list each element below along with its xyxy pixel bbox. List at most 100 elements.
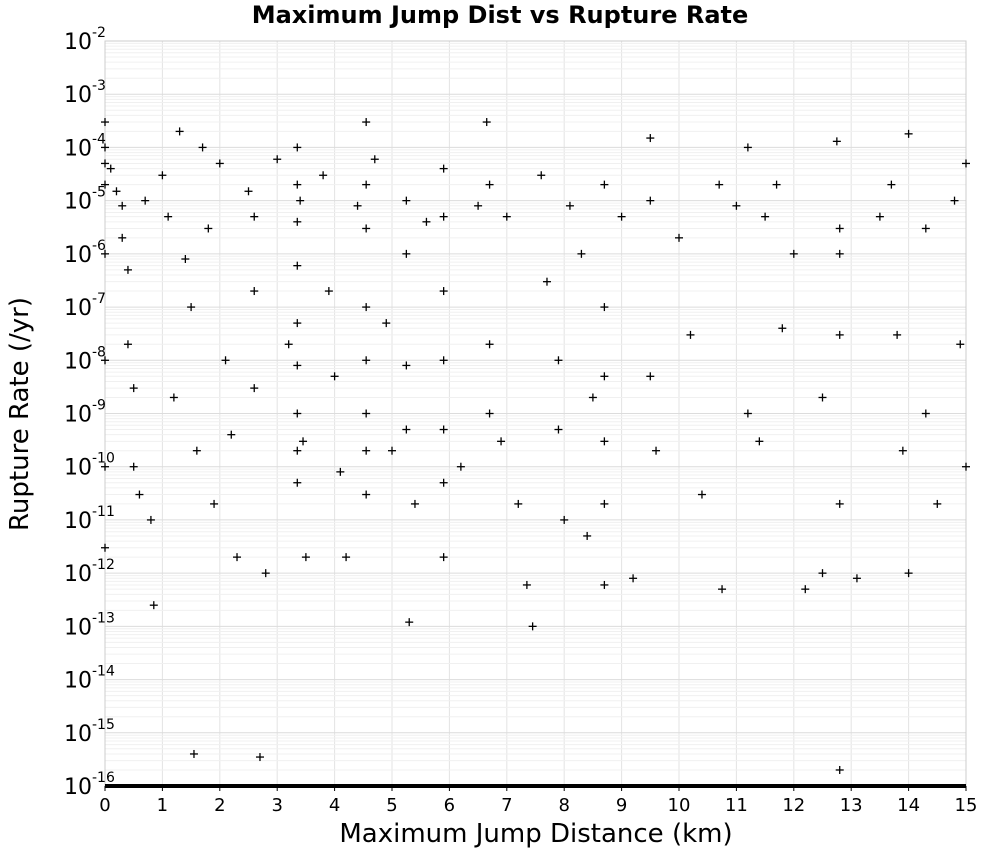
data-point	[514, 499, 523, 508]
data-point	[835, 330, 844, 339]
data-point	[732, 201, 741, 210]
y-tick-exponent: -3	[92, 78, 106, 94]
y-tick-label: 10	[64, 190, 92, 215]
data-point	[560, 515, 569, 524]
data-point	[439, 425, 448, 434]
data-point	[129, 384, 138, 393]
x-tick-label: 1	[157, 795, 168, 816]
y-tick-exponent: -5	[92, 185, 106, 201]
y-tick-label: 10	[64, 722, 92, 747]
y-tick-exponent: -9	[92, 398, 106, 414]
data-point	[112, 187, 121, 196]
bottom-floor-band	[105, 784, 966, 788]
data-point	[255, 753, 264, 762]
data-point	[250, 384, 259, 393]
y-tick-exponent: -13	[92, 610, 115, 626]
data-point	[362, 356, 371, 365]
x-tick-label: 9	[616, 795, 627, 816]
y-tick-label: 10	[64, 136, 92, 161]
data-point	[921, 409, 930, 418]
x-tick-label: 10	[668, 795, 691, 816]
data-point	[293, 409, 302, 418]
data-point	[175, 127, 184, 136]
data-point	[789, 249, 798, 258]
data-point	[718, 585, 727, 594]
y-tick-label: 10	[64, 562, 92, 587]
data-point	[353, 201, 362, 210]
y-tick-label: 10	[64, 403, 92, 428]
y-tick-exponent: -7	[92, 291, 106, 307]
data-point	[370, 155, 379, 164]
x-tick-label: 13	[840, 795, 863, 816]
x-tick-label: 4	[329, 795, 340, 816]
data-point	[402, 249, 411, 258]
data-point	[528, 622, 537, 631]
data-point	[187, 303, 196, 312]
data-point	[227, 430, 236, 439]
data-point	[652, 446, 661, 455]
data-point	[101, 249, 109, 258]
data-point	[600, 499, 609, 508]
x-tick-label: 7	[501, 795, 512, 816]
y-tick-label: 10	[64, 509, 92, 534]
x-tick-label: 15	[955, 795, 978, 816]
data-point	[135, 490, 144, 499]
x-tick-label: 12	[782, 795, 805, 816]
data-point	[101, 118, 109, 127]
data-point	[402, 196, 411, 205]
data-point	[956, 340, 965, 349]
y-tick-exponent: -10	[92, 451, 115, 467]
data-point	[382, 319, 391, 328]
data-point	[233, 553, 242, 562]
data-point	[818, 393, 827, 402]
data-point	[778, 324, 787, 333]
data-point	[146, 515, 155, 524]
data-point	[755, 437, 764, 446]
y-tick-exponent: -2	[92, 25, 106, 41]
data-point	[342, 553, 351, 562]
data-point	[362, 118, 371, 127]
data-point	[962, 159, 970, 168]
y-tick-label: 10	[64, 456, 92, 481]
y-axis-ticks: 10-210-310-410-510-610-710-810-910 -1010-…	[64, 25, 115, 800]
data-point	[675, 233, 683, 242]
data-point	[835, 499, 844, 508]
data-point	[583, 531, 592, 540]
data-point	[123, 265, 132, 274]
y-tick-exponent: -8	[92, 344, 106, 360]
data-point	[801, 585, 810, 594]
data-point	[296, 196, 305, 205]
x-tick-label: 11	[725, 795, 748, 816]
data-point	[362, 409, 371, 418]
y-tick-label: 10	[64, 30, 92, 55]
data-point	[835, 249, 844, 258]
data-point	[537, 171, 546, 180]
data-point	[646, 196, 655, 205]
data-point	[772, 180, 781, 189]
data-point	[299, 437, 308, 446]
data-point	[600, 303, 609, 312]
data-point	[542, 277, 551, 286]
data-point	[697, 490, 706, 499]
data-point	[950, 196, 959, 205]
data-point	[439, 212, 448, 221]
data-point	[554, 356, 563, 365]
data-point	[250, 212, 259, 221]
data-point	[743, 409, 752, 418]
data-point	[405, 618, 414, 627]
y-tick-label: 10	[64, 349, 92, 374]
data-point	[198, 143, 207, 152]
data-point	[362, 224, 371, 233]
data-point	[181, 255, 190, 264]
x-tick-label: 8	[558, 795, 569, 816]
data-point	[101, 356, 109, 365]
chart-title: Maximum Jump Dist vs Rupture Rate	[252, 1, 749, 29]
data-point	[210, 499, 219, 508]
data-point	[761, 212, 770, 221]
data-point	[629, 574, 638, 583]
grid-lines	[104, 41, 967, 787]
data-point	[743, 143, 752, 152]
data-point	[101, 143, 109, 152]
data-point	[522, 580, 531, 589]
